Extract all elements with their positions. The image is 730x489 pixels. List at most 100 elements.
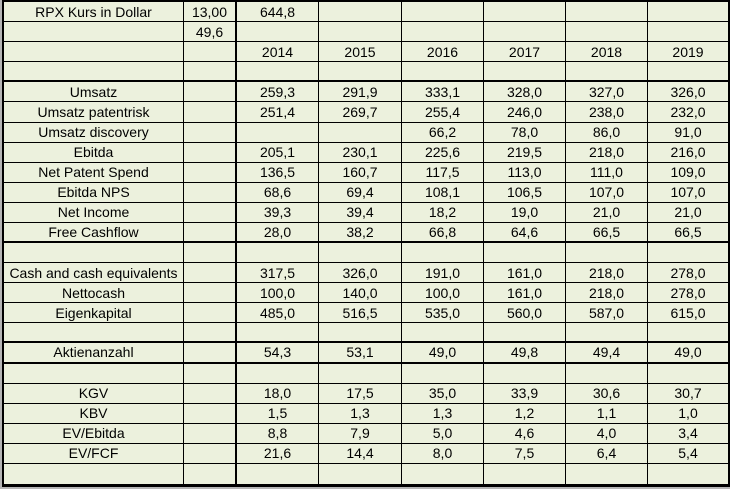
value-cell[interactable]: 18,0 (237, 383, 319, 404)
value-cell[interactable]: 246,0 (484, 102, 566, 123)
value-cell[interactable]: 53,1 (319, 343, 402, 364)
value-cell[interactable]: 328,0 (484, 82, 566, 103)
empty-cell[interactable] (184, 303, 237, 324)
value-cell[interactable]: 108,1 (402, 182, 484, 203)
value-cell[interactable]: 1,5 (237, 403, 319, 424)
empty-cell[interactable] (566, 323, 648, 344)
empty-cell[interactable] (566, 363, 648, 384)
empty-cell[interactable] (184, 323, 237, 344)
empty-cell[interactable] (184, 463, 237, 484)
value-cell[interactable]: 100,0 (237, 283, 319, 304)
empty-cell[interactable] (4, 243, 184, 264)
empty-cell[interactable] (184, 222, 237, 243)
value-cell[interactable]: 535,0 (402, 303, 484, 324)
row-label-cell[interactable]: KBV (4, 403, 184, 424)
value-cell[interactable]: 8,0 (402, 443, 484, 464)
empty-cell[interactable] (566, 2, 648, 23)
value-cell[interactable]: 64,6 (484, 222, 566, 243)
value-cell[interactable]: 333,1 (402, 82, 484, 103)
value-cell[interactable]: 49,0 (402, 343, 484, 364)
value-cell[interactable]: 21,0 (648, 203, 728, 223)
empty-cell[interactable] (566, 62, 648, 83)
value-cell[interactable]: 1,1 (566, 403, 648, 424)
row-label-cell[interactable]: Ebitda (4, 142, 184, 163)
value-cell[interactable]: 3,4 (648, 424, 728, 444)
empty-cell[interactable] (184, 182, 237, 203)
value-cell[interactable]: 49,8 (484, 343, 566, 364)
empty-cell[interactable] (402, 243, 484, 264)
empty-cell[interactable] (319, 62, 402, 83)
value-cell[interactable]: 326,0 (648, 82, 728, 103)
empty-cell[interactable] (319, 2, 402, 23)
value-cell[interactable]: 35,0 (402, 383, 484, 404)
empty-cell[interactable] (402, 323, 484, 344)
value-cell[interactable]: 8,8 (237, 423, 319, 444)
empty-cell[interactable] (648, 364, 728, 384)
value-cell[interactable]: 33,9 (484, 383, 566, 404)
row-label-cell[interactable]: Aktienanzahl (4, 343, 184, 364)
value-cell[interactable]: 644,8 (237, 2, 319, 23)
empty-cell[interactable] (184, 62, 237, 83)
value-cell[interactable]: 4,6 (484, 423, 566, 444)
value-cell[interactable]: 66,2 (402, 122, 484, 143)
empty-cell[interactable] (402, 2, 484, 23)
row-label-cell[interactable]: Umsatz discovery (4, 122, 184, 143)
value-cell[interactable]: 219,5 (484, 142, 566, 163)
value-cell[interactable]: 66,5 (566, 222, 648, 243)
empty-cell[interactable] (237, 122, 319, 143)
empty-cell[interactable] (319, 243, 402, 264)
value-cell[interactable]: 225,6 (402, 142, 484, 163)
empty-cell[interactable] (4, 323, 184, 344)
value-cell[interactable]: 232,0 (648, 102, 728, 123)
value-cell[interactable]: 255,4 (402, 102, 484, 123)
empty-cell[interactable] (184, 122, 237, 143)
empty-cell[interactable] (237, 323, 319, 344)
empty-cell[interactable] (4, 22, 184, 43)
value-cell[interactable]: 218,0 (566, 142, 648, 163)
row-label-cell[interactable]: Umsatz (4, 82, 184, 103)
value-cell[interactable]: 5,0 (402, 423, 484, 444)
empty-cell[interactable] (184, 243, 237, 264)
empty-cell[interactable] (184, 403, 237, 424)
empty-cell[interactable] (566, 463, 648, 484)
year-header-cell[interactable]: 2015 (319, 42, 402, 63)
value-cell[interactable]: 78,0 (484, 122, 566, 143)
value-cell[interactable]: 39,4 (319, 202, 402, 223)
empty-cell[interactable] (237, 363, 319, 384)
row-label-cell[interactable]: KGV (4, 383, 184, 404)
value-cell[interactable]: 109,0 (648, 163, 728, 183)
value-cell[interactable]: 218,0 (566, 263, 648, 284)
empty-cell[interactable] (184, 102, 237, 123)
value-cell[interactable]: 68,6 (237, 182, 319, 203)
value-cell[interactable]: 278,0 (648, 283, 728, 304)
value-cell[interactable]: 18,2 (402, 202, 484, 223)
row-label-cell[interactable]: Nettocash (4, 283, 184, 304)
value-cell[interactable]: 113,0 (484, 162, 566, 183)
row-label-cell[interactable]: RPX Kurs in Dollar (4, 2, 184, 23)
empty-cell[interactable] (648, 2, 728, 23)
row-label-cell[interactable]: Net Patent Spend (4, 162, 184, 183)
empty-cell[interactable] (484, 463, 566, 484)
empty-cell[interactable] (4, 463, 184, 484)
value-cell[interactable]: 100,0 (402, 283, 484, 304)
empty-cell[interactable] (4, 363, 184, 384)
value-cell[interactable]: 160,7 (319, 162, 402, 183)
value-cell[interactable]: 205,1 (237, 142, 319, 163)
empty-cell[interactable] (484, 323, 566, 344)
value-cell[interactable]: 30,7 (648, 384, 728, 404)
empty-cell[interactable] (184, 263, 237, 284)
empty-cell[interactable] (184, 283, 237, 304)
value-cell[interactable]: 516,5 (319, 303, 402, 324)
empty-cell[interactable] (319, 363, 402, 384)
empty-cell[interactable] (648, 22, 728, 43)
empty-cell[interactable] (484, 2, 566, 23)
empty-cell[interactable] (319, 323, 402, 344)
value-cell[interactable]: 251,4 (237, 102, 319, 123)
value-cell[interactable]: 161,0 (484, 283, 566, 304)
row-label-cell[interactable]: EV/FCF (4, 443, 184, 464)
year-header-cell[interactable]: 2014 (237, 42, 319, 63)
value-cell[interactable]: 216,0 (648, 143, 728, 163)
value-cell[interactable]: 54,3 (237, 343, 319, 364)
empty-cell[interactable] (402, 62, 484, 83)
value-cell[interactable]: 317,5 (237, 263, 319, 284)
